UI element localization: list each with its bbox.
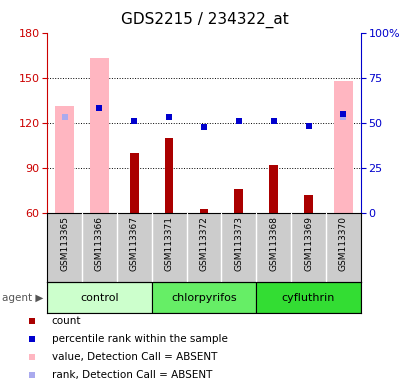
Bar	[151, 282, 256, 313]
Text: value, Detection Call = ABSENT: value, Detection Call = ABSENT	[52, 352, 216, 362]
Text: agent ▶: agent ▶	[2, 293, 43, 303]
Text: rank, Detection Call = ABSENT: rank, Detection Call = ABSENT	[52, 370, 211, 380]
Bar	[117, 213, 151, 282]
Text: chlorpyrifos: chlorpyrifos	[171, 293, 236, 303]
Bar	[164, 138, 173, 213]
Text: GSM113369: GSM113369	[303, 216, 312, 271]
Bar	[90, 58, 109, 213]
Text: GDS2215 / 234322_at: GDS2215 / 234322_at	[121, 12, 288, 28]
Bar	[199, 209, 208, 213]
Text: count: count	[52, 316, 81, 326]
Text: GSM113365: GSM113365	[60, 216, 69, 271]
Text: GSM113373: GSM113373	[234, 216, 243, 271]
Text: percentile rank within the sample: percentile rank within the sample	[52, 334, 227, 344]
Bar	[47, 282, 151, 313]
Bar	[55, 106, 74, 213]
Bar	[325, 213, 360, 282]
Bar	[82, 213, 117, 282]
Bar	[269, 165, 277, 213]
Text: GSM113366: GSM113366	[95, 216, 103, 271]
Text: GSM113372: GSM113372	[199, 216, 208, 271]
Text: GSM113368: GSM113368	[269, 216, 277, 271]
Text: GSM113370: GSM113370	[338, 216, 347, 271]
Bar	[333, 81, 352, 213]
Bar	[303, 195, 312, 213]
Text: control: control	[80, 293, 119, 303]
Bar	[130, 153, 138, 213]
Bar	[221, 213, 256, 282]
Text: GSM113371: GSM113371	[164, 216, 173, 271]
Bar	[186, 213, 221, 282]
Bar	[151, 213, 186, 282]
Bar	[234, 189, 243, 213]
Text: GSM113367: GSM113367	[130, 216, 138, 271]
Bar	[290, 213, 325, 282]
Bar	[256, 213, 290, 282]
Text: cyfluthrin: cyfluthrin	[281, 293, 335, 303]
Bar	[256, 282, 360, 313]
Bar	[47, 213, 82, 282]
